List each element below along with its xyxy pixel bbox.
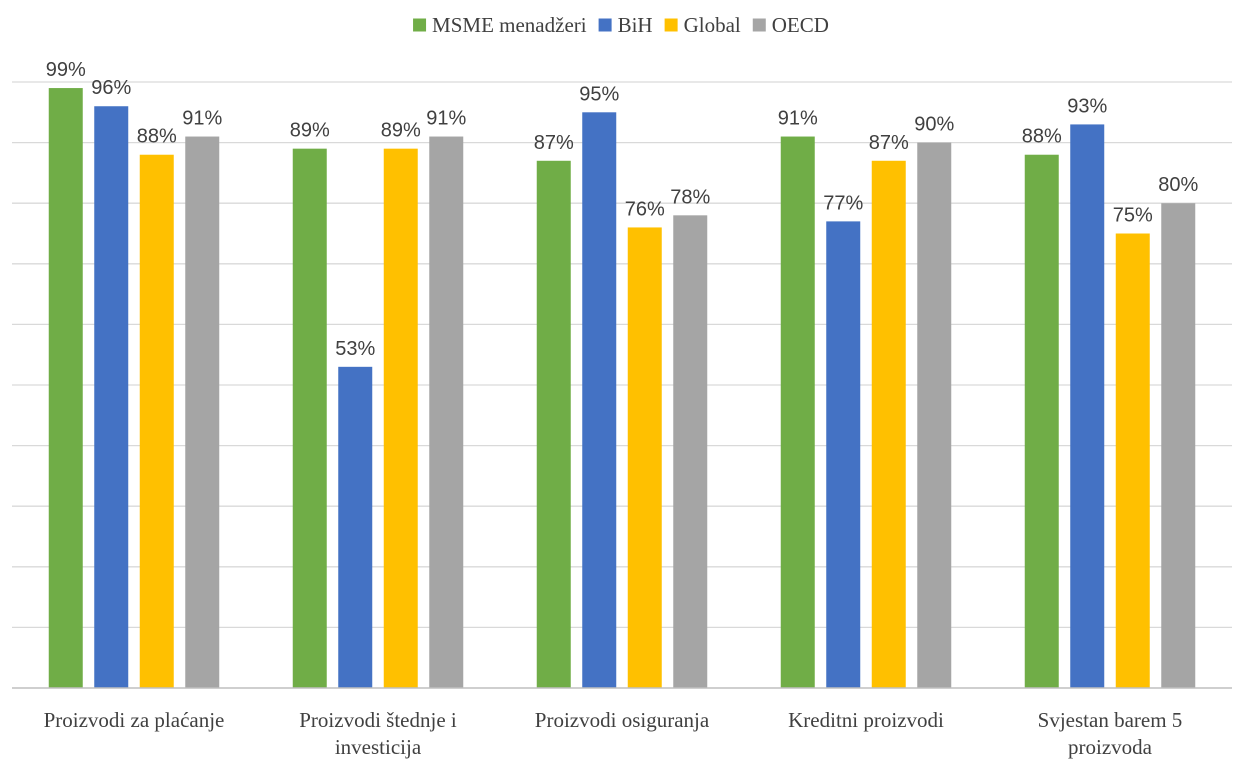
category-label: Kreditni proizvodi	[788, 708, 944, 732]
bar	[429, 136, 464, 689]
data-label: 99%	[46, 59, 86, 81]
legend-label: BiH	[618, 13, 653, 37]
data-label: 91%	[778, 108, 818, 130]
bar	[1024, 154, 1059, 689]
legend-label: Global	[684, 13, 741, 37]
bar	[94, 106, 129, 689]
data-label: 76%	[625, 198, 665, 220]
bar	[917, 142, 952, 689]
bar	[582, 112, 617, 689]
bar	[627, 227, 662, 688]
bar	[1070, 124, 1105, 689]
category-label: investicija	[335, 735, 422, 759]
category-label: Proizvodi štednje i	[299, 708, 457, 732]
bar	[1161, 203, 1196, 688]
category-label: Proizvodi za plaćanje	[44, 708, 225, 732]
data-label: 77%	[823, 192, 863, 214]
bar	[780, 136, 815, 689]
legend-label: MSME menadžeri	[432, 13, 587, 37]
legend-label: OECD	[772, 13, 829, 37]
bar	[1115, 233, 1150, 688]
category-labels: Proizvodi za plaćanje Proizvodi štednje i…	[44, 708, 1183, 759]
legend: MSME menadžeri BiH Global OECD	[413, 13, 829, 37]
bar	[139, 154, 174, 689]
bar	[48, 88, 83, 688]
data-label: 93%	[1067, 95, 1107, 117]
bar	[536, 160, 571, 688]
bar	[826, 221, 861, 688]
data-labels: 99%96%88%91%89%53%89%91%87%95%76%78%91%7…	[46, 59, 1199, 360]
data-label: 88%	[137, 126, 177, 148]
data-label: 89%	[290, 120, 330, 142]
data-label: 80%	[1158, 174, 1198, 196]
data-label: 87%	[869, 132, 909, 154]
bar	[871, 160, 906, 688]
data-label: 91%	[426, 108, 466, 130]
data-label: 75%	[1113, 205, 1153, 227]
data-label: 90%	[914, 114, 954, 136]
data-label: 89%	[381, 120, 421, 142]
data-label: 78%	[670, 186, 710, 208]
legend-swatch	[664, 18, 678, 32]
data-label: 91%	[182, 108, 222, 130]
data-label: 95%	[579, 83, 619, 105]
category-label: proizvoda	[1068, 735, 1153, 759]
legend-swatch	[752, 18, 766, 32]
category-label: Svjestan barem 5	[1038, 708, 1183, 732]
bar	[185, 136, 220, 689]
legend-swatch	[598, 18, 612, 32]
bar	[292, 148, 327, 688]
bar	[673, 215, 708, 688]
data-label: 96%	[91, 77, 131, 99]
data-label: 87%	[534, 132, 574, 154]
data-label: 53%	[335, 338, 375, 360]
bar	[338, 366, 373, 688]
legend-swatch	[413, 18, 427, 32]
bar	[383, 148, 418, 688]
bars	[48, 88, 1196, 689]
data-label: 88%	[1022, 126, 1062, 148]
category-label: Proizvodi osiguranja	[535, 708, 710, 732]
